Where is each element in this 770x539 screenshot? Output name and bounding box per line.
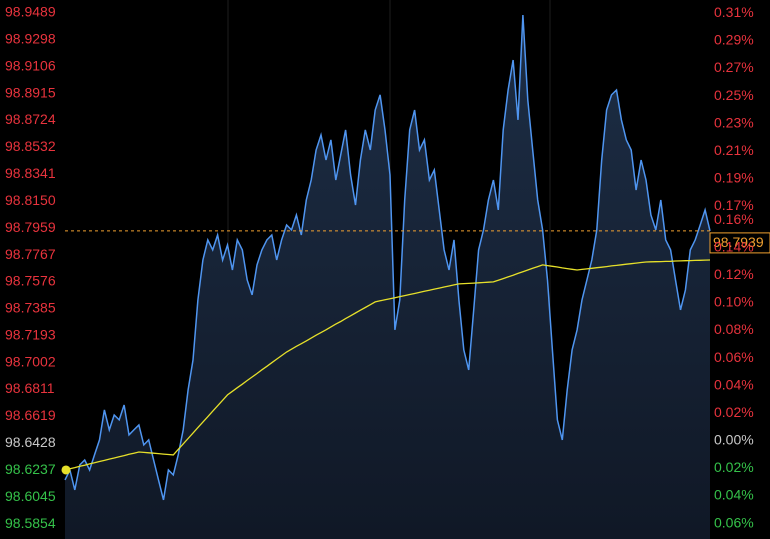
y-tick-label: 98.6619 bbox=[5, 407, 56, 423]
y-tick-label: 98.6045 bbox=[5, 488, 56, 504]
y2-tick-label: 0.00% bbox=[714, 432, 754, 448]
y2-tick-label: 0.23% bbox=[714, 114, 754, 130]
y-tick-label: 98.6811 bbox=[5, 380, 55, 396]
y2-tick-label: 0.21% bbox=[714, 142, 754, 158]
last-price-label: 98.7939 bbox=[713, 234, 764, 250]
y2-tick-label: 0.04% bbox=[714, 376, 754, 392]
y2-tick-label: 0.06% bbox=[714, 349, 754, 365]
y2-tick-label: 0.29% bbox=[714, 32, 754, 48]
y-tick-label: 98.9298 bbox=[5, 30, 56, 46]
y-tick-label: 98.8915 bbox=[5, 84, 56, 100]
y2-tick-label: 0.08% bbox=[714, 321, 754, 337]
y-tick-label: 98.7193 bbox=[5, 327, 56, 343]
y2-tick-label: 0.25% bbox=[714, 87, 754, 103]
y-tick-label: 98.7576 bbox=[5, 273, 56, 289]
y2-tick-label: 0.31% bbox=[714, 4, 754, 20]
start-dot bbox=[61, 465, 71, 475]
y-tick-label: 98.9489 bbox=[5, 4, 56, 20]
y2-tick-label: 0.19% bbox=[714, 170, 754, 186]
y-tick-label: 98.7767 bbox=[5, 246, 56, 262]
y-tick-label: 98.8150 bbox=[5, 192, 56, 208]
y2-tick-label: 0.06% bbox=[714, 514, 754, 530]
y2-tick-label: 0.02% bbox=[714, 459, 754, 475]
y2-tick-label: 0.10% bbox=[714, 294, 754, 310]
y-tick-label: 98.7385 bbox=[5, 300, 56, 316]
last-price-box bbox=[709, 232, 770, 254]
y-tick-label: 98.6237 bbox=[5, 461, 56, 477]
y2-tick-label: 0.14% bbox=[714, 238, 754, 254]
price-area bbox=[65, 15, 710, 539]
y-tick-label: 98.6428 bbox=[5, 434, 56, 450]
y2-tick-label: 0.02% bbox=[714, 404, 754, 420]
y-tick-label: 98.8724 bbox=[5, 111, 56, 127]
y2-tick-label: 0.12% bbox=[714, 266, 754, 282]
y2-tick-label: 0.04% bbox=[714, 487, 754, 503]
y2-tick-label: 0.17% bbox=[714, 197, 754, 213]
average-line bbox=[64, 259, 711, 471]
y-tick-label: 98.7002 bbox=[5, 353, 56, 369]
y-tick-label: 98.7959 bbox=[5, 219, 56, 235]
y-tick-label: 98.8341 bbox=[5, 165, 56, 181]
y-tick-label: 98.8532 bbox=[5, 138, 56, 154]
y2-tick-label: 0.16% bbox=[714, 211, 754, 227]
price-line bbox=[64, 14, 711, 501]
y-tick-label: 98.9106 bbox=[5, 57, 56, 73]
y2-tick-label: 0.27% bbox=[714, 59, 754, 75]
y-tick-label: 98.5854 bbox=[5, 515, 56, 531]
